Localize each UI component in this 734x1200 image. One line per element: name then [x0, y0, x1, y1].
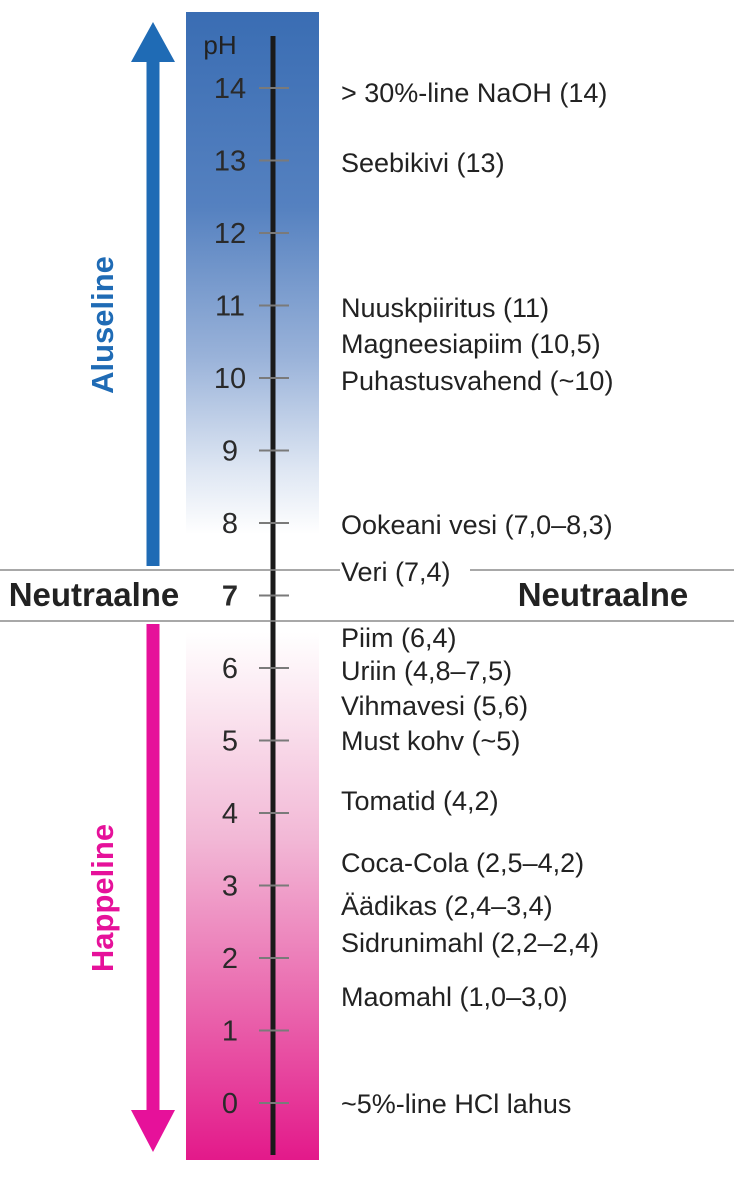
ph-tick-label: 14 [214, 73, 246, 105]
substance-label: Sidrunimahl (2,2–2,4) [341, 928, 599, 958]
substance-label: Seebikivi (13) [341, 148, 505, 178]
ph-tick-label: 7 [222, 581, 238, 613]
ph-tick-label: 6 [222, 653, 238, 685]
substance-label: Magneesiapiim (10,5) [341, 329, 601, 359]
substance-list: > 30%-line NaOH (14) Seebikivi (13) Nuuskp… [341, 78, 613, 1119]
substance-label: Piim (6,4) [341, 623, 457, 653]
substance-label: Vihmavesi (5,6) [341, 691, 528, 721]
ph-scale-header: pH [203, 30, 236, 60]
substance-label: Uriin (4,8–7,5) [341, 656, 512, 686]
neutral-label-right: Neutraalne [518, 576, 689, 613]
ph-tick-label: 13 [214, 146, 246, 178]
ph-tick-label: 9 [222, 436, 238, 468]
substance-label: Puhastusvahend (~10) [341, 366, 613, 396]
ph-tick-label: 0 [222, 1088, 238, 1120]
ph-tick-label: 11 [215, 291, 245, 323]
substance-label: Ookeani vesi (7,0–8,3) [341, 510, 613, 540]
substance-label: Tomatid (4,2) [341, 786, 499, 816]
substance-label: Veri (7,4) [341, 557, 451, 587]
ph-tick-label: 10 [214, 363, 246, 395]
substance-label: > 30%-line NaOH (14) [341, 78, 607, 108]
substance-label: Nuuskpiiritus (11) [341, 293, 549, 323]
substance-label: ~5%-line HCl lahus [341, 1089, 571, 1119]
ph-tick-label: 4 [222, 798, 238, 830]
base-arrow-head [131, 22, 175, 62]
acid-arrow-head [131, 1110, 175, 1152]
ph-tick-label: 5 [222, 726, 238, 758]
base-arrow-label: Aluseline [85, 256, 120, 394]
ph-tick-label: 12 [214, 218, 246, 250]
substance-label: Coca-Cola (2,5–4,2) [341, 848, 584, 878]
neutral-label-left: Neutraalne [9, 576, 180, 613]
substance-label: Äädikas (2,4–3,4) [341, 891, 553, 921]
acid-arrow-label: Happeline [85, 824, 120, 972]
ph-tick-label: 2 [222, 943, 238, 975]
substance-label: Must kohv (~5) [341, 726, 520, 756]
substance-label: Maomahl (1,0–3,0) [341, 982, 568, 1012]
ph-tick-label: 3 [222, 871, 238, 903]
ph-tick-label: 8 [222, 508, 238, 540]
ph-tick-label: 1 [222, 1016, 238, 1048]
ph-gradient-bar [186, 12, 319, 1160]
